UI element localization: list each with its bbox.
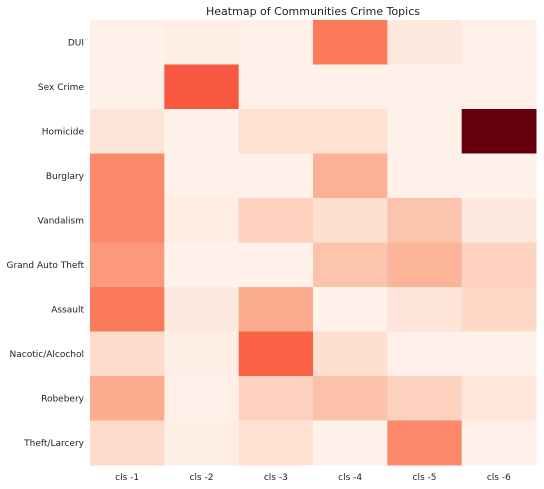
y-tick-label: Sex Crime: [38, 83, 85, 93]
heatmap-cell: [313, 64, 388, 110]
heatmap-cell: [90, 242, 165, 288]
heatmap-cell: [164, 153, 240, 199]
heatmap-cell: [387, 198, 463, 243]
heatmap-cell: [238, 153, 314, 199]
heatmap-cell: [238, 20, 314, 65]
heatmap-cell: [164, 331, 240, 377]
heatmap-cells: [90, 20, 537, 466]
heatmap-cell: [313, 376, 388, 421]
heatmap-cell: [461, 287, 537, 332]
heatmap-cell: [313, 242, 388, 288]
heatmap-cell: [313, 20, 388, 65]
x-tick-label: cls -2: [190, 473, 214, 483]
heatmap-cell: [238, 376, 314, 421]
y-tick-label: Vandalism: [38, 216, 84, 226]
y-tick-label: Assault: [51, 305, 84, 315]
heatmap-cell: [238, 198, 314, 243]
heatmap-cell: [164, 376, 240, 421]
heatmap-cell: [387, 331, 463, 377]
heatmap-cell: [461, 420, 537, 466]
y-tick-labels: DUI Sex Crime Homicide Burglary Vandalism Gra…: [6, 38, 84, 449]
heatmap-cell: [313, 109, 388, 154]
y-tick-label: Robebery: [41, 394, 85, 404]
heatmap-cell: [90, 153, 165, 199]
heatmap-cell: [313, 287, 388, 332]
heatmap-cell: [313, 153, 388, 199]
heatmap-cell: [90, 20, 165, 65]
heatmap-cell: [387, 153, 463, 199]
y-tick-label: Nacotic/Alcochol: [10, 350, 84, 360]
heatmap-cell: [313, 331, 388, 377]
heatmap-cell: [90, 331, 165, 377]
heatmap-cell: [461, 153, 537, 199]
heatmap-cell: [90, 64, 165, 110]
x-tick-label: cls -6: [487, 473, 511, 483]
heatmap-cell: [387, 109, 463, 154]
chart-title: Heatmap of Communities Crime Topics: [206, 5, 420, 18]
heatmap-cell: [313, 420, 388, 466]
heatmap-cell: [90, 420, 165, 466]
heatmap-cell: [90, 376, 165, 421]
y-tick-label: DUI: [68, 38, 84, 48]
heatmap-cell: [461, 376, 537, 421]
heatmap-cell: [387, 376, 463, 421]
heatmap-cell: [461, 64, 537, 110]
heatmap-cell: [461, 20, 537, 65]
heatmap-cell: [164, 287, 240, 332]
x-tick-label: cls -5: [413, 473, 437, 483]
heatmap-cell: [90, 287, 165, 332]
heatmap-cell: [164, 20, 240, 65]
heatmap-cell: [387, 20, 463, 65]
heatmap-cell: [238, 64, 314, 110]
heatmap-cell: [461, 109, 537, 154]
heatmap-cell: [238, 331, 314, 377]
heatmap-cell: [164, 198, 240, 243]
heatmap-cell: [313, 198, 388, 243]
heatmap-cell: [387, 242, 463, 288]
heatmap-cell: [238, 109, 314, 154]
heatmap-cell: [461, 198, 537, 243]
heatmap-cell: [461, 242, 537, 288]
x-tick-labels: cls -1 cls -2 cls -3 cls -4 cls -5 cls -6: [115, 473, 511, 483]
heatmap-cell: [461, 331, 537, 377]
x-tick-label: cls -3: [264, 473, 288, 483]
x-tick-label: cls -1: [115, 473, 139, 483]
x-tick-label: cls -4: [338, 473, 362, 483]
heatmap-cell: [387, 420, 463, 466]
heatmap-cell: [387, 287, 463, 332]
heatmap-cell: [90, 198, 165, 243]
heatmap-cell: [164, 242, 240, 288]
heatmap-cell: [387, 64, 463, 110]
heatmap-cell: [238, 242, 314, 288]
heatmap-cell: [164, 420, 240, 466]
y-tick-label: Theft/Larcery: [23, 439, 85, 449]
heatmap-cell: [164, 64, 240, 110]
y-tick-label: Homicide: [42, 127, 85, 137]
heatmap-cell: [238, 287, 314, 332]
heatmap-cell: [238, 420, 314, 466]
heatmap-cell: [90, 109, 165, 154]
y-tick-label: Grand Auto Theft: [6, 261, 84, 271]
heatmap-cell: [164, 109, 240, 154]
y-tick-label: Burglary: [46, 172, 85, 182]
